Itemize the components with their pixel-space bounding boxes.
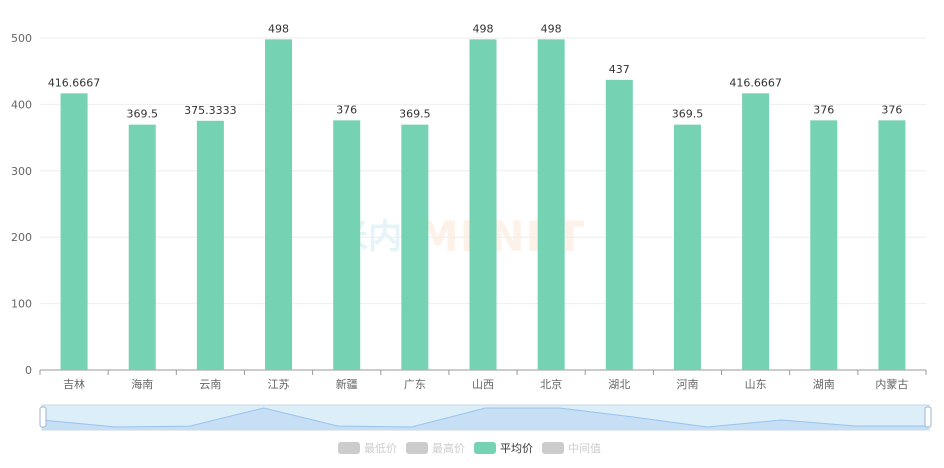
x-tick-label-山西: 山西: [472, 378, 494, 391]
y-tick-label-4: 400: [11, 98, 32, 111]
data-zoom-right-handle[interactable]: [924, 406, 932, 428]
data-label-河南: 369.5: [672, 108, 704, 121]
data-label-湖南: 376: [813, 103, 834, 116]
y-tick-label-3: 300: [11, 165, 32, 178]
x-tick-label-内蒙古: 内蒙古: [875, 377, 908, 391]
data-label-北京: 498: [541, 22, 562, 35]
x-tick-label-海南: 海南: [131, 377, 153, 391]
bar-河南: [673, 124, 701, 370]
x-tick-label-江苏: 江苏: [268, 378, 290, 391]
data-label-山西: 498: [473, 22, 494, 35]
x-tick-label-湖北: 湖北: [608, 378, 630, 391]
data-label-广东: 369.5: [399, 108, 431, 121]
y-tick-label-5: 500: [11, 32, 32, 45]
data-label-湖北: 437: [609, 63, 630, 76]
legend-label-中间值[interactable]: 中间值: [568, 442, 601, 455]
x-tick-label-吉林: 吉林: [63, 377, 85, 391]
x-tick-label-湖南: 湖南: [813, 378, 835, 391]
bar-内蒙古: [878, 120, 906, 370]
y-tick-label-0: 0: [25, 364, 32, 377]
y-tick-label-1: 100: [11, 298, 32, 311]
data-label-吉林: 416.6667: [48, 76, 101, 89]
legend: 最低价 最高价 平均价 中间值: [338, 441, 601, 455]
bar-吉林: [60, 93, 88, 370]
legend-swatch-平均价[interactable]: [474, 442, 496, 454]
bar-海南: [128, 124, 156, 370]
x-tick-label-北京: 北京: [540, 377, 562, 391]
x-tick-label-山东: 山东: [745, 378, 767, 391]
bar-山东: [742, 93, 770, 370]
bar-云南: [196, 120, 224, 370]
x-tick-label-云南: 云南: [199, 378, 221, 391]
y-tick-label-2: 200: [11, 231, 32, 244]
x-tick-label-新疆: 新疆: [336, 377, 358, 391]
legend-swatch-最低价[interactable]: [338, 442, 360, 454]
x-tick-label-河南: 河南: [676, 378, 698, 391]
data-zoom-area: [42, 408, 929, 430]
data-zoom-slider[interactable]: [39, 404, 932, 431]
data-label-海南: 369.5: [126, 108, 158, 121]
bar-山西: [469, 39, 497, 370]
legend-item-中间值[interactable]: 中间值: [542, 442, 601, 455]
legend-item-最高价[interactable]: 最高价: [406, 441, 465, 455]
legend-swatch-最高价[interactable]: [406, 442, 428, 454]
bar-北京: [537, 39, 565, 370]
label-layer: 416.6667 369.5 375.3333 498 376 369.5 498 498 43…: [48, 22, 903, 120]
legend-item-最低价[interactable]: 最低价: [338, 442, 397, 455]
legend-swatch-中间值[interactable]: [542, 442, 564, 454]
legend-label-平均价[interactable]: 平均价: [500, 442, 533, 455]
bar-湖北: [605, 79, 633, 370]
legend-item-平均价[interactable]: 平均价: [474, 442, 533, 455]
bar-layer: [60, 39, 906, 370]
bar-江苏: [265, 39, 293, 370]
legend-label-最低价[interactable]: 最低价: [364, 442, 397, 455]
data-label-云南: 375.3333: [184, 104, 237, 117]
data-label-新疆: 376: [336, 103, 357, 116]
data-label-内蒙古: 376: [881, 103, 902, 116]
x-tick-label-广东: 广东: [404, 378, 426, 391]
data-label-山东: 416.6667: [729, 76, 782, 89]
bar-湖南: [810, 120, 838, 370]
bar-广东: [401, 124, 429, 370]
bar-新疆: [333, 120, 361, 370]
data-zoom-line: [41, 407, 929, 428]
legend-label-最高价[interactable]: 最高价: [432, 441, 465, 455]
data-zoom-left-handle[interactable]: [39, 406, 47, 428]
data-label-江苏: 498: [268, 22, 289, 35]
